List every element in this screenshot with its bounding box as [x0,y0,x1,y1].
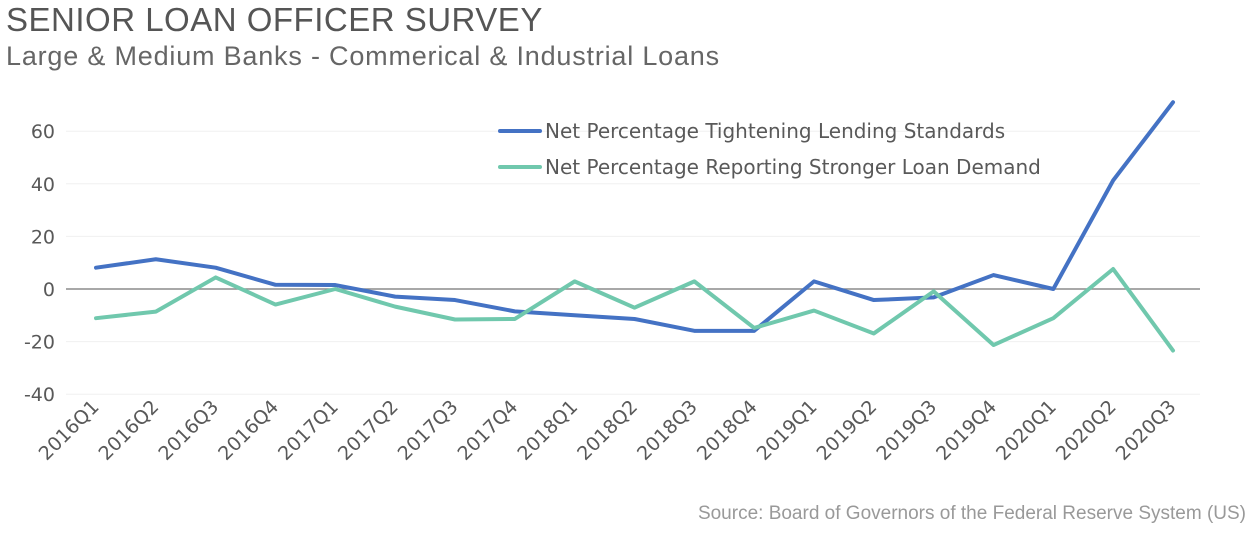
chart-subtitle: Large & Medium Banks - Commerical & Indu… [6,41,720,71]
y-tick-label: -20 [24,332,55,354]
x-tick-label: 2019Q4 [932,396,1001,465]
y-tick-label: 0 [43,279,55,301]
x-tick-label: 2019Q2 [812,396,881,465]
x-tick-label: 2017Q3 [394,396,463,465]
x-tick-label: 2017Q1 [274,396,343,465]
y-tick-label: 40 [31,174,55,196]
y-tick-label: 20 [31,226,55,248]
x-tick-label: 2017Q4 [453,396,522,465]
source-note: Source: Board of Governors of the Federa… [697,503,1246,524]
x-tick-label: 2018Q2 [573,396,642,465]
x-tick-label: 2018Q3 [633,396,702,465]
x-tick-label: 2020Q1 [992,396,1061,465]
legend-label: Net Percentage Tightening Lending Standa… [545,119,1005,143]
x-tick-label: 2020Q3 [1112,396,1181,465]
y-tick-label: 60 [31,121,55,143]
x-tick-label: 2016Q3 [154,396,223,465]
x-tick-label: 2018Q4 [693,396,762,465]
x-tick-label: 2019Q1 [753,396,822,465]
x-tick-label: 2017Q2 [334,396,403,465]
x-tick-label: 2016Q1 [35,396,104,465]
x-tick-label: 2016Q4 [214,396,283,465]
chart-title: SENIOR LOAN OFFICER SURVEY [6,1,543,38]
x-tick-label: 2019Q3 [872,396,941,465]
legend-label: Net Percentage Reporting Stronger Loan D… [545,155,1041,179]
y-tick-label: -40 [24,384,55,406]
x-tick-label: 2016Q2 [94,396,163,465]
x-tick-label: 2020Q2 [1052,396,1121,465]
x-tick-label: 2018Q1 [513,396,582,465]
